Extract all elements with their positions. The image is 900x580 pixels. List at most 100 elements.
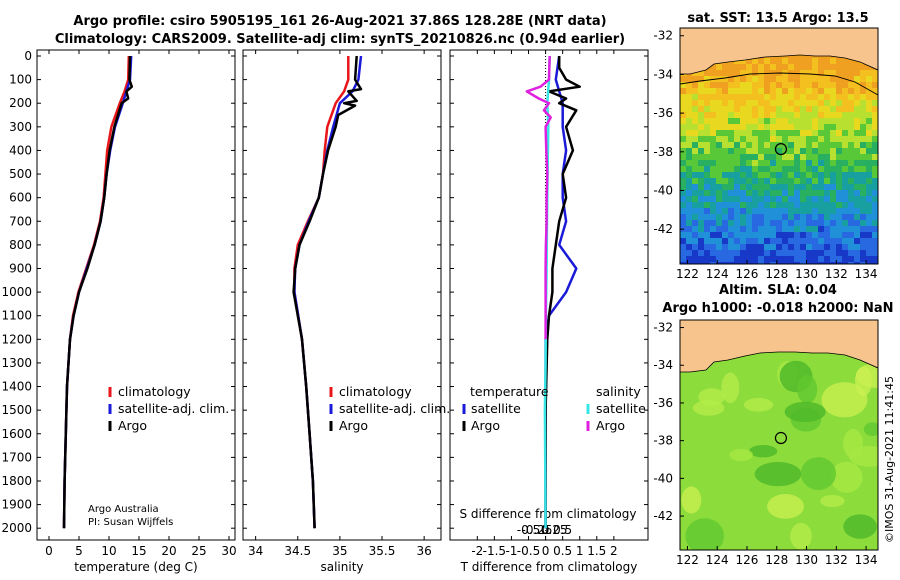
sst-cell (872, 88, 878, 94)
sst-cell (692, 214, 698, 220)
sst-cell (806, 238, 812, 244)
sst-cell (794, 76, 800, 82)
sst-cell (704, 226, 710, 232)
sst-cell (746, 148, 752, 154)
sst-cell (818, 178, 824, 184)
sst-cell (704, 196, 710, 202)
sst-cell (836, 250, 842, 256)
sst-cell (740, 232, 746, 238)
sst-cell (860, 112, 866, 118)
sst-cell (776, 250, 782, 256)
sst-cell (722, 142, 728, 148)
sst-cell (824, 58, 830, 64)
sst-cell (848, 232, 854, 238)
sst-cell (716, 160, 722, 166)
sst-cell (818, 214, 824, 220)
sst-cell (788, 190, 794, 196)
sst-cell (746, 232, 752, 238)
sst-cell (860, 160, 866, 166)
sst-cell (692, 130, 698, 136)
depth-tick-label: 1900 (1, 498, 32, 512)
sst-cell (788, 220, 794, 226)
sst-cell (806, 100, 812, 106)
sst-cell (722, 166, 728, 172)
sla-blob (767, 494, 804, 519)
sst-cell (758, 220, 764, 226)
sst-cell (746, 64, 752, 70)
sst-cell (740, 160, 746, 166)
map-x-tick-label: 126 (736, 267, 759, 281)
sst-cell (794, 250, 800, 256)
sst-cell (716, 208, 722, 214)
sst-cell (734, 184, 740, 190)
sst-cell (740, 112, 746, 118)
sst-cell (692, 250, 698, 256)
sst-cell (788, 154, 794, 160)
sst-cell (758, 208, 764, 214)
sst-cell (710, 142, 716, 148)
sst-cell (836, 106, 842, 112)
sst-cell (752, 160, 758, 166)
sst-cell (770, 106, 776, 112)
sst-cell (782, 76, 788, 82)
sst-cell (788, 88, 794, 94)
sst-cell (794, 70, 800, 76)
map-x-tick-label: 130 (795, 267, 818, 281)
sst-cell (812, 196, 818, 202)
sst-cell (836, 190, 842, 196)
sla-argo-marker (774, 431, 788, 445)
sst-cell (818, 142, 824, 148)
sst-cell (752, 244, 758, 250)
sst-cell (710, 250, 716, 256)
map-y-tick-label: -34 (653, 67, 673, 81)
sst-cell (752, 112, 758, 118)
sst-cell (734, 136, 740, 142)
sst-cell (734, 142, 740, 148)
sst-cell (842, 214, 848, 220)
sst-cell (860, 106, 866, 112)
sst-cell (848, 88, 854, 94)
sst-cell (848, 262, 854, 264)
sst-cell (740, 124, 746, 130)
sst-cell (842, 118, 848, 124)
sst-cell (722, 238, 728, 244)
map-x-tick-label: 124 (706, 553, 729, 567)
sst-contour (680, 72, 878, 96)
map-y-tick-label: -42 (653, 509, 673, 523)
sst-cell (788, 160, 794, 166)
sst-cell (740, 244, 746, 250)
sst-cell (698, 76, 704, 82)
sst-cell (722, 118, 728, 124)
x-tick-label: -1.5 (483, 544, 506, 558)
sst-cell (818, 154, 824, 160)
sst-cell (794, 142, 800, 148)
sst-cell (848, 244, 854, 250)
sst-cell (686, 238, 692, 244)
sst-cell (830, 256, 836, 262)
sst-cell (770, 202, 776, 208)
series-line-climatology (62, 55, 131, 529)
sst-cell (848, 184, 854, 190)
series-line-argo (62, 55, 134, 529)
sst-cell (716, 262, 722, 264)
sst-cell (872, 76, 878, 82)
sst-cell (692, 100, 698, 106)
sst-cell (842, 256, 848, 262)
sst-cell (680, 100, 686, 106)
sst-cell (698, 124, 704, 130)
sst-cell (842, 166, 848, 172)
sst-cell (728, 142, 734, 148)
sst-cell (830, 190, 836, 196)
sst-cell (836, 112, 842, 118)
sst-cell (716, 136, 722, 142)
sst-cell (824, 112, 830, 118)
sla-blob (796, 375, 818, 404)
sst-cell (800, 160, 806, 166)
sst-cell (836, 172, 842, 178)
map-y-tick-label: -32 (653, 29, 673, 43)
depth-tick-label: 900 (9, 261, 32, 275)
sst-cell (758, 88, 764, 94)
sst-cell (866, 238, 872, 244)
sst-cell (758, 244, 764, 250)
sst-cell (710, 124, 716, 130)
